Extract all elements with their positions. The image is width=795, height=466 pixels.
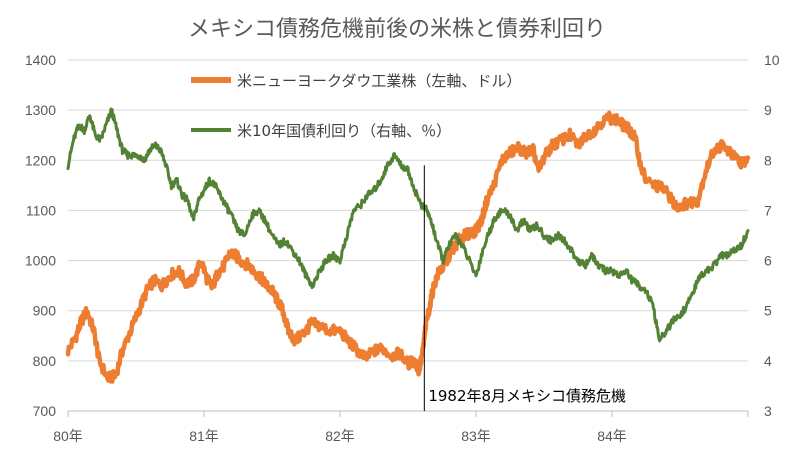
x-axis-tick-label: 83年 bbox=[461, 428, 491, 444]
x-axis: 80年 81年 82年 83年 84年 bbox=[53, 411, 748, 444]
left-axis-tick-label: 1000 bbox=[25, 253, 56, 269]
series-dow-line bbox=[68, 113, 748, 382]
right-axis-tick-label: 6 bbox=[764, 253, 772, 269]
x-axis-tick-label: 82年 bbox=[325, 428, 355, 444]
x-axis-tick-label: 81年 bbox=[189, 428, 219, 444]
legend-label-dow: 米ニューヨークダウ工業株（左軸、ドル） bbox=[237, 72, 521, 90]
left-axis-tick-label: 700 bbox=[33, 403, 57, 419]
right-axis-tick-label: 5 bbox=[764, 303, 772, 319]
right-axis-tick-label: 8 bbox=[764, 152, 772, 168]
chart: メキシコ債務危機前後の米株と債券利回り 700 800 900 1000 1100 120… bbox=[0, 0, 795, 466]
right-axis-tick-label: 3 bbox=[764, 403, 772, 419]
right-axis-tick-label: 4 bbox=[764, 353, 772, 369]
legend-label-yield: 米10年国債利回り（右軸、％） bbox=[237, 122, 451, 140]
x-axis-tick-label: 84年 bbox=[597, 428, 627, 444]
right-axis: 3 4 5 6 7 8 9 10 bbox=[764, 52, 780, 419]
right-axis-tick-label: 10 bbox=[764, 52, 780, 68]
crisis-annotation: 1982年8月メキシコ債務危機 bbox=[428, 387, 626, 405]
left-axis-tick-label: 1100 bbox=[26, 202, 56, 218]
legend: 米ニューヨークダウ工業株（左軸、ドル） 米10年国債利回り（右軸、％） bbox=[191, 72, 521, 140]
right-axis-tick-label: 9 bbox=[764, 102, 772, 118]
series-yield-line bbox=[68, 109, 748, 341]
right-axis-tick-label: 7 bbox=[764, 202, 772, 218]
left-axis-tick-label: 1200 bbox=[25, 152, 56, 168]
left-axis-tick-label: 800 bbox=[33, 353, 57, 369]
left-axis: 700 800 900 1000 1100 1200 1300 1400 bbox=[25, 52, 56, 419]
gridlines bbox=[68, 60, 748, 361]
left-axis-tick-label: 1300 bbox=[25, 102, 56, 118]
left-axis-tick-label: 1400 bbox=[25, 52, 56, 68]
x-axis-tick-label: 80年 bbox=[53, 428, 83, 444]
chart-title: メキシコ債務危機前後の米株と債券利回り bbox=[188, 17, 606, 42]
left-axis-tick-label: 900 bbox=[33, 303, 57, 319]
